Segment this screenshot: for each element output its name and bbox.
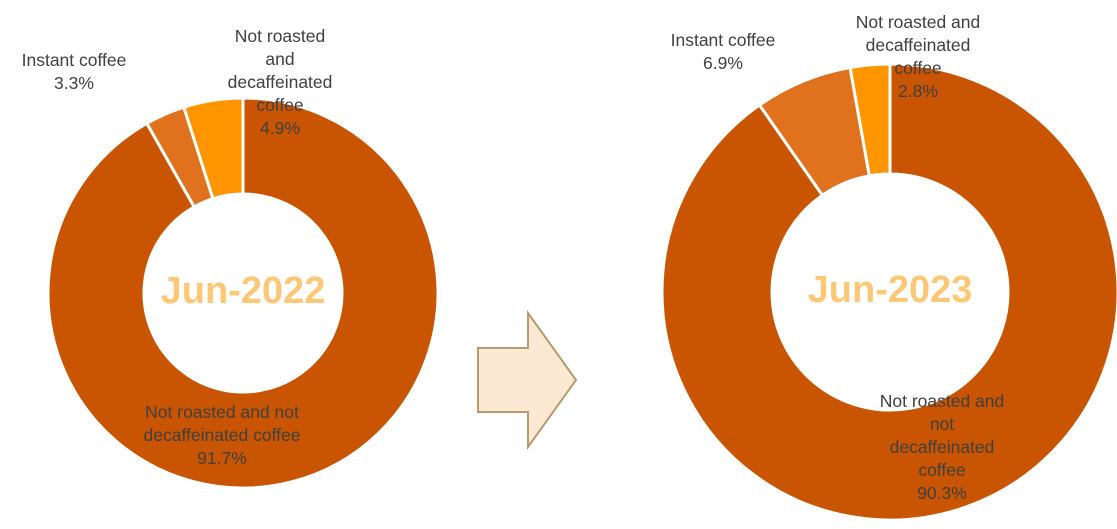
donut-chart-2023: Jun-2023 Not roasted and not decaffeinated… bbox=[660, 12, 1117, 522]
slice-not-roasted-decaf bbox=[181, 96, 245, 201]
data-label-value: 91.7% bbox=[197, 448, 247, 468]
slice-not-roasted-not-decaf bbox=[660, 62, 1117, 522]
slices-2023 bbox=[660, 62, 1117, 522]
slice-not-roasted-decaf bbox=[848, 62, 892, 178]
data-label-text: decaffeinated coffee bbox=[144, 425, 301, 445]
right-arrow-icon bbox=[477, 309, 578, 451]
data-label-text: Not roasted and not bbox=[145, 402, 299, 422]
data-label-value: 3.3% bbox=[54, 73, 94, 93]
data-label-instant-coffee: Instant coffee 3.3% bbox=[22, 50, 127, 93]
data-label-instant-coffee: Instant coffee 6.9% bbox=[671, 30, 776, 73]
transition-arrow bbox=[477, 309, 578, 451]
data-label-text: Not roasted and bbox=[880, 391, 1005, 411]
data-label-value: 90.3% bbox=[917, 483, 967, 503]
data-label-not-roasted-not-decaf: Not roasted and not decaffeinated coffee 90.… bbox=[880, 391, 1005, 503]
data-label-text: coffee bbox=[894, 58, 941, 78]
donut-chart-2022: Jun-2022 Not roasted and not decaffeinate… bbox=[22, 26, 440, 490]
data-label-text: decaffeinated bbox=[228, 72, 333, 92]
data-labels-2023: Not roasted and not decaffeinated coffee 90.… bbox=[671, 12, 1005, 503]
data-label-text: Instant coffee bbox=[671, 30, 776, 50]
data-label-text: and bbox=[265, 49, 294, 69]
center-title-2022: Jun-2022 bbox=[161, 270, 326, 312]
data-label-value: 4.9% bbox=[260, 118, 300, 138]
data-label-not-roasted-decaf: Not roasted and decaffeinated coffee 4.9% bbox=[228, 26, 333, 138]
data-label-value: 6.9% bbox=[703, 53, 743, 73]
data-label-text: not bbox=[930, 414, 954, 434]
data-label-not-roasted-decaf: Not roasted and decaffeinated coffee 2.8% bbox=[856, 12, 981, 101]
data-label-not-roasted-not-decaf: Not roasted and not decaffeinated coffee 9… bbox=[144, 402, 301, 468]
data-labels-2022: Not roasted and not decaffeinated coffee 9… bbox=[22, 26, 333, 468]
data-label-text: Not roasted bbox=[235, 26, 325, 46]
data-label-text: decaffeinated bbox=[866, 35, 971, 55]
center-title-2023: Jun-2023 bbox=[808, 269, 973, 311]
slice-not-roasted-not-decaf bbox=[46, 96, 440, 490]
data-label-text: coffee bbox=[256, 95, 303, 115]
data-label-text: Instant coffee bbox=[22, 50, 127, 70]
slices-2022 bbox=[46, 96, 440, 490]
data-label-value: 2.8% bbox=[898, 81, 938, 101]
data-label-text: Not roasted and bbox=[856, 12, 981, 32]
data-label-text: coffee bbox=[918, 460, 965, 480]
data-label-text: decaffeinated bbox=[890, 437, 995, 457]
